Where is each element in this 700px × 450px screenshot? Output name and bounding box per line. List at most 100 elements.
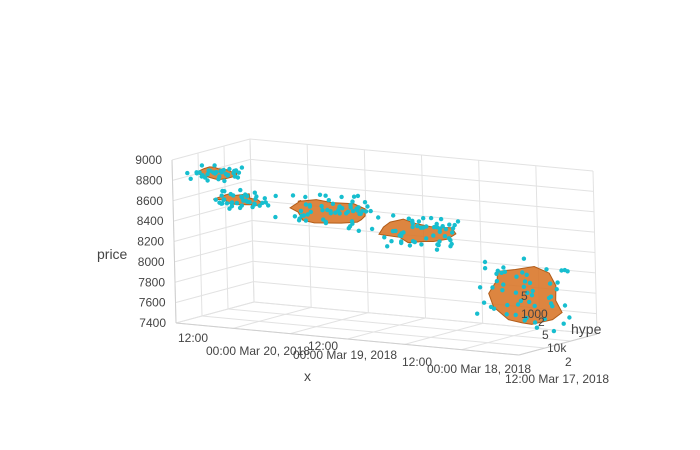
data-point [213,197,218,202]
data-point [355,193,361,199]
data-point [504,312,509,317]
data-point [222,178,227,184]
grid-line-time [290,312,369,335]
data-point [477,285,483,290]
data-point [399,239,404,244]
data-point [410,224,415,230]
grid-line-price [175,281,254,304]
data-point [481,300,487,305]
axis-line-x [175,322,520,356]
data-point [406,216,411,221]
data-point [307,204,313,209]
data-point [347,224,353,229]
data-point [323,193,328,198]
grid-line-time [233,306,312,329]
data-point [515,302,521,307]
data-point [547,281,553,286]
y-tick-label: 5 [542,328,549,342]
data-point [440,224,445,229]
data-point [362,200,368,205]
data-point [330,201,336,206]
x-tick-label: 12:00 [402,355,432,369]
z-tick-label: 7600 [139,296,166,310]
data-point [513,312,518,318]
data-point [513,290,519,295]
data-point [222,197,227,202]
data-point [514,274,519,279]
data-point [368,208,373,214]
data-point [442,234,448,239]
data-point [410,221,415,226]
data-point [323,219,329,225]
data-point [351,194,357,199]
data-point [339,194,344,200]
data-point [437,229,442,234]
data-point [305,212,310,217]
grid-line-hype [249,138,255,303]
data-point [488,304,494,310]
grid-line-time [306,144,312,308]
data-point [262,196,267,201]
data-point [434,221,439,227]
z-tick-label: 7400 [139,316,166,330]
data-point [319,203,324,209]
z-tick-label: 9000 [135,153,162,167]
data-point [532,320,538,325]
data-point [561,321,566,326]
data-point [521,256,527,261]
surface-blob-0 [488,265,563,325]
grid-line-price [173,220,253,242]
data-point [415,223,420,229]
data-point [325,207,330,213]
data-point [501,265,506,270]
data-point [337,205,342,210]
data-point [527,299,532,305]
data-point [437,239,442,244]
grid-line-hype [253,301,598,335]
data-point [555,280,560,285]
data-point [518,298,524,304]
x-tick-label: 12:00 [178,331,208,345]
data-point [298,208,304,214]
data-point [239,165,245,170]
data-point [534,325,540,330]
data-point [431,233,436,238]
y-tick-label: 5 [521,289,528,303]
data-point [216,177,221,182]
data-point [521,284,527,289]
data-point [297,216,302,221]
x-tick-label: 00:00 Mar 19, 2018 [293,348,397,362]
data-point [356,228,361,233]
x-tick-label: 12:00 Mar 17, 2018 [505,372,609,386]
data-point [263,200,268,205]
data-point [416,219,422,224]
axis-line-y [518,333,598,356]
data-point [229,204,235,209]
data-point [303,218,309,223]
grid-line-hype [197,152,203,317]
z-tick-label: 8600 [136,194,163,208]
z-tick-label: 8800 [136,173,163,187]
data-point [199,163,205,168]
grid-line-time [592,170,598,335]
data-point [303,202,309,207]
data-point [308,209,313,215]
data-point [529,293,535,298]
data-point [219,201,224,206]
data-point [376,215,381,220]
data-point [562,303,568,308]
data-point [356,205,361,210]
z-tick-label: 7800 [138,275,165,289]
data-point [527,280,533,286]
z-tick-label: 8200 [137,235,164,249]
data-point [290,193,296,198]
data-point [412,239,417,245]
data-point [253,196,258,202]
data-point [231,171,236,176]
grid-line-time [363,149,369,313]
data-point [428,215,434,221]
data-point [292,214,298,219]
data-point [482,266,488,271]
data-point [234,200,240,206]
